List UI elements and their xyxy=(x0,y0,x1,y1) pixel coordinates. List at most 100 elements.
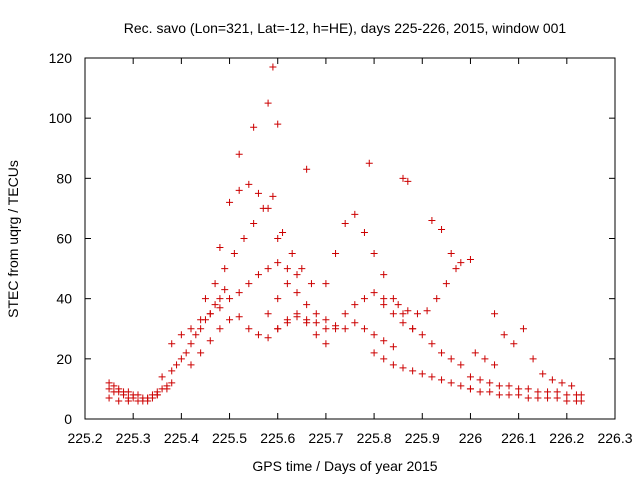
data-point xyxy=(293,289,301,297)
data-point xyxy=(283,265,291,273)
data-point xyxy=(245,180,253,188)
data-point xyxy=(360,325,368,333)
x-tick-label: 226.1 xyxy=(501,430,536,446)
data-point xyxy=(466,385,474,393)
data-point xyxy=(341,310,349,318)
data-point xyxy=(110,382,118,390)
data-point xyxy=(380,301,388,309)
data-point xyxy=(235,186,243,194)
data-point xyxy=(544,394,552,402)
data-point xyxy=(264,310,272,318)
data-point xyxy=(332,250,340,258)
data-point xyxy=(134,397,142,405)
data-point xyxy=(221,286,229,294)
data-point xyxy=(216,295,224,303)
data-point xyxy=(105,379,113,387)
data-point xyxy=(197,325,205,333)
data-point xyxy=(505,391,513,399)
data-point xyxy=(226,295,234,303)
data-point xyxy=(206,337,214,345)
y-tick-label: 100 xyxy=(49,110,73,126)
data-point xyxy=(438,349,446,357)
data-point xyxy=(486,388,494,396)
data-point xyxy=(279,228,287,236)
data-point xyxy=(303,301,311,309)
x-tick-label: 226 xyxy=(459,430,483,446)
data-point xyxy=(303,165,311,173)
data-point xyxy=(404,307,412,315)
data-point xyxy=(230,250,238,258)
data-point xyxy=(370,331,378,339)
data-point xyxy=(254,189,262,197)
data-point xyxy=(105,394,113,402)
data-point xyxy=(491,310,499,318)
data-point xyxy=(529,355,537,363)
data-point xyxy=(129,394,137,402)
data-point xyxy=(577,391,585,399)
data-point xyxy=(486,379,494,387)
data-point xyxy=(539,370,547,378)
data-point xyxy=(197,316,205,324)
data-point xyxy=(201,295,209,303)
data-point xyxy=(211,280,219,288)
data-point xyxy=(476,388,484,396)
data-point xyxy=(274,120,282,128)
x-tick-label: 225.3 xyxy=(116,430,151,446)
data-point xyxy=(457,382,465,390)
data-point xyxy=(399,364,407,372)
data-point xyxy=(293,313,301,321)
data-point xyxy=(394,301,402,309)
data-point xyxy=(269,192,277,200)
data-point xyxy=(264,99,272,107)
data-point xyxy=(274,235,282,242)
data-point xyxy=(389,343,397,351)
data-point xyxy=(389,361,397,369)
data-point xyxy=(120,391,128,399)
data-point xyxy=(399,319,407,327)
data-point xyxy=(447,355,455,363)
data-point xyxy=(476,376,484,384)
data-point xyxy=(447,250,455,258)
data-point xyxy=(124,388,132,396)
data-point xyxy=(245,280,253,288)
x-tick-label: 225.5 xyxy=(212,430,247,446)
data-point xyxy=(307,280,315,288)
data-point xyxy=(187,325,195,333)
data-point xyxy=(206,310,214,318)
data-point xyxy=(293,271,301,279)
data-point xyxy=(452,265,460,273)
data-point xyxy=(168,367,176,375)
axis-ticks: 225.2 225.3 225.4 225.5 225.6 225.7 225.8 225.9… xyxy=(49,50,633,446)
data-point xyxy=(524,385,532,393)
data-points xyxy=(105,63,585,405)
data-point xyxy=(519,325,527,333)
data-point xyxy=(515,391,523,399)
data-point xyxy=(274,295,282,303)
data-point xyxy=(471,349,479,357)
data-point xyxy=(351,210,359,218)
data-point xyxy=(322,340,330,348)
chart-title: Rec. savo (Lon=321, Lat=-12, h=HE), days… xyxy=(124,20,567,36)
data-point xyxy=(370,250,378,258)
y-tick-label: 40 xyxy=(56,291,72,307)
data-point xyxy=(312,310,320,318)
data-point xyxy=(447,379,455,387)
x-tick-label: 225.8 xyxy=(357,430,392,446)
x-axis-label: GPS time / Days of year 2015 xyxy=(252,458,437,474)
data-point xyxy=(235,313,243,321)
data-point xyxy=(380,271,388,279)
data-point xyxy=(481,355,489,363)
data-point xyxy=(197,349,205,357)
y-tick-label: 80 xyxy=(56,170,72,186)
data-point xyxy=(163,385,171,393)
data-point xyxy=(158,373,166,381)
data-point xyxy=(510,340,518,348)
data-point xyxy=(341,325,349,333)
data-point xyxy=(491,361,499,369)
data-point xyxy=(298,265,306,273)
data-point xyxy=(322,325,330,333)
x-tick-label: 225.6 xyxy=(260,430,295,446)
data-point xyxy=(250,123,258,131)
y-tick-label: 120 xyxy=(49,50,73,66)
